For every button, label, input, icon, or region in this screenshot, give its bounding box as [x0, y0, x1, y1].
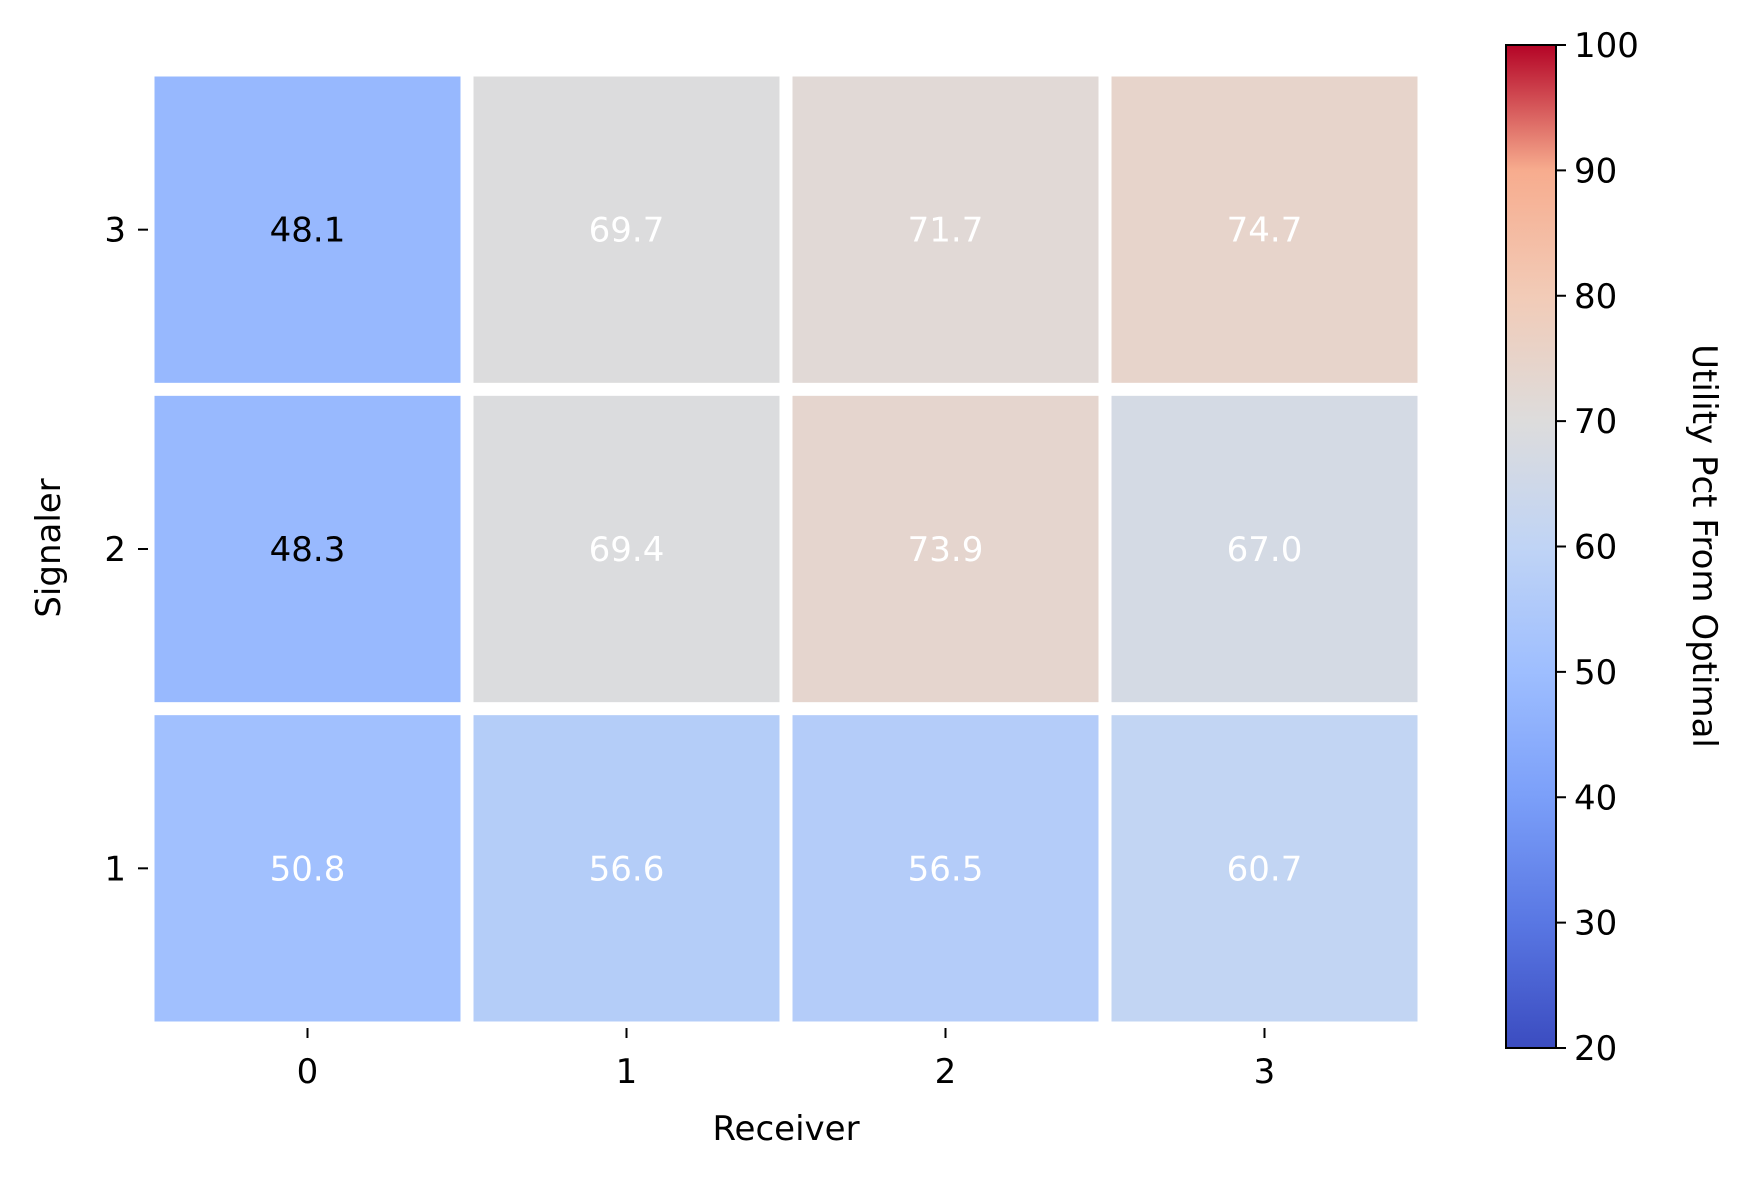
heatmap-cell [1111, 76, 1418, 383]
heatmap-cell [154, 715, 461, 1022]
colorbar-tick-label: 50 [1574, 653, 1617, 693]
heatmap-cell [1111, 715, 1418, 1022]
colorbar: 20 30 40 50 60 70 80 90 100 [1505, 26, 1639, 1069]
heatmap-cell [792, 715, 1099, 1022]
heatmap-cell [473, 76, 780, 383]
heatmap-cell [792, 395, 1099, 703]
y-axis: 3 2 1 [104, 211, 148, 889]
colorbar-tick-label: 100 [1574, 26, 1639, 66]
colorbar-tick-label: 80 [1574, 277, 1617, 317]
colorbar-tick-label: 20 [1574, 1029, 1617, 1069]
cell-value-label: 56.6 [589, 849, 665, 889]
cell-value-label: 56.5 [908, 849, 984, 889]
x-tick-label: 2 [935, 1052, 957, 1092]
cell-value-label: 67.0 [1227, 530, 1303, 570]
x-axis-label: Receiver [712, 1109, 859, 1149]
y-tick-label: 3 [104, 211, 126, 251]
y-axis-label: Signaler [29, 478, 69, 617]
heatmap-cell [792, 76, 1099, 383]
x-tick-label: 1 [616, 1052, 638, 1092]
cell-value-label: 74.7 [1227, 211, 1303, 251]
colorbar-tick-label: 40 [1574, 778, 1617, 818]
x-tick-label: 3 [1254, 1052, 1276, 1092]
colorbar-label: Utility Pct From Optimal [1684, 344, 1724, 748]
cell-value-label: 48.1 [270, 211, 346, 251]
cell-value-label: 50.8 [270, 849, 346, 889]
colorbar-tick-label: 60 [1574, 528, 1617, 568]
heatmap-cells [154, 76, 1418, 1022]
cell-value-label: 48.3 [270, 530, 346, 570]
heatmap-cell [473, 715, 780, 1022]
colorbar-tick-label: 90 [1574, 151, 1617, 191]
cell-value-label: 69.4 [589, 530, 665, 570]
colorbar-tick-label: 30 [1574, 904, 1617, 944]
cell-value-label: 71.7 [908, 211, 984, 251]
y-tick-label: 2 [104, 530, 126, 570]
cell-value-label: 60.7 [1227, 849, 1303, 889]
x-tick-label: 0 [297, 1052, 319, 1092]
colorbar-ticks: 20 30 40 50 60 70 80 90 100 [1556, 26, 1639, 1069]
colorbar-tick-label: 70 [1574, 402, 1617, 442]
cell-value-label: 69.7 [589, 211, 665, 251]
heatmap-cell-labels: 48.1 69.7 71.7 74.7 48.3 69.4 73.9 67.0 50.8 56.6… [270, 211, 1303, 890]
heatmap-cell [473, 395, 780, 703]
heatmap-cell [154, 76, 461, 383]
x-axis: 0 1 2 3 [297, 1028, 1276, 1092]
cell-value-label: 73.9 [908, 530, 984, 570]
heatmap-cell [154, 395, 461, 703]
heatmap-cell [1111, 395, 1418, 703]
colorbar-gradient [1506, 45, 1556, 1048]
y-tick-label: 1 [104, 849, 126, 889]
